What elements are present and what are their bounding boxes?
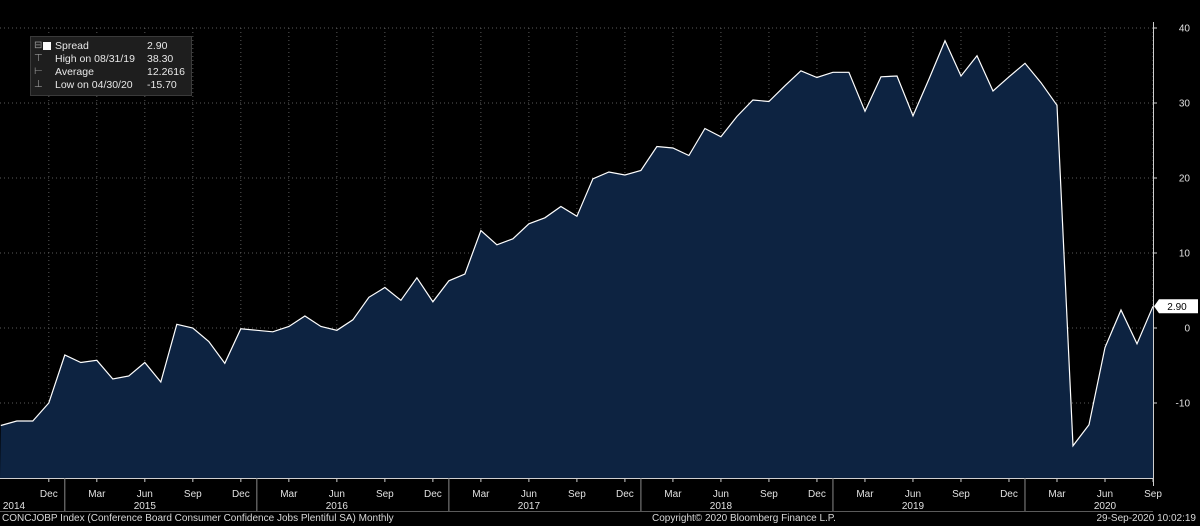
legend-series-label: Spread: [55, 40, 89, 52]
x-tick-label: Mar: [856, 489, 874, 500]
x-tick-label: Mar: [1048, 489, 1066, 500]
x-tick-label: Jun: [521, 489, 537, 500]
x-tick-label: Dec: [40, 489, 58, 500]
x-tick-label: Dec: [232, 489, 250, 500]
y-tick-label: 20: [1179, 174, 1191, 185]
x-tick-label: Mar: [472, 489, 490, 500]
x-tick-label: Mar: [280, 489, 298, 500]
last-value-tag: [1154, 299, 1198, 314]
x-tick-label: Sep: [376, 489, 394, 500]
chart-legend[interactable]: ⊟ Spread 2.90 ⊤ High on 08/31/19 38.30 ⊢…: [30, 36, 192, 96]
footer-copyright: Copyright© 2020 Bloomberg Finance L.P.: [652, 513, 836, 524]
x-tick-label: Jun: [713, 489, 729, 500]
y-tick-label: -10: [1176, 399, 1191, 410]
legend-low-value: -15.70: [147, 79, 177, 91]
legend-high-label: High on 08/31/19: [55, 53, 135, 65]
legend-average-value: 12.2616: [147, 66, 185, 78]
collapse-icon[interactable]: ⊟: [34, 40, 43, 51]
x-tick-label: Dec: [616, 489, 634, 500]
x-year-label: 2016: [326, 501, 349, 512]
x-tick-label: Dec: [1000, 489, 1018, 500]
x-tick-label: Sep: [1144, 489, 1162, 500]
last-value-label: 2.90: [1167, 302, 1187, 313]
x-tick-label: Dec: [808, 489, 826, 500]
x-tick-label: Sep: [184, 489, 202, 500]
legend-high-value: 38.30: [147, 53, 174, 65]
footer-index-description: CONCJOBP Index (Conference Board Consume…: [2, 513, 394, 524]
y-tick-label: 10: [1179, 249, 1191, 260]
x-tick-label: Sep: [568, 489, 586, 500]
series-area-spread: [0, 40, 1153, 479]
low-marker-icon: ⊥: [34, 79, 43, 90]
x-tick-label: Dec: [424, 489, 442, 500]
y-tick-label: 30: [1179, 99, 1191, 110]
x-year-label: 2018: [710, 501, 733, 512]
x-tick-label: Jun: [137, 489, 153, 500]
x-tick-label: Jun: [1097, 489, 1113, 500]
x-year-label: 2014: [3, 501, 26, 512]
legend-average-label: Average: [55, 66, 94, 78]
series-line-spread: [0, 39, 1154, 448]
average-marker-icon: ⊢: [34, 66, 43, 77]
series-swatch-icon: [43, 42, 51, 50]
legend-low-label: Low on 04/30/20: [55, 79, 133, 91]
x-year-label: 2019: [902, 501, 925, 512]
x-year-label: 2015: [134, 501, 157, 512]
x-year-label: 2017: [518, 501, 541, 512]
footer-timestamp: 29-Sep-2020 10:02:19: [1096, 513, 1196, 524]
x-tick-label: Mar: [664, 489, 682, 500]
x-tick-label: Mar: [88, 489, 106, 500]
x-tick-label: Jun: [329, 489, 345, 500]
legend-series-value: 2.90: [147, 40, 168, 52]
x-tick-label: Jun: [905, 489, 921, 500]
y-tick-label: 0: [1184, 324, 1190, 335]
y-tick-label: 40: [1179, 24, 1191, 35]
x-year-label: 2020: [1094, 501, 1117, 512]
x-axis: Dec Mar Jun Sep Dec Mar Jun Sep Dec Mar Jun Sep Dec M…: [0, 478, 1162, 512]
high-marker-icon: ⊤: [34, 53, 43, 64]
x-tick-label: Sep: [952, 489, 970, 500]
x-tick-label: Sep: [760, 489, 778, 500]
y-axis: -10 0 10 20 30 40 2.90: [1153, 22, 1198, 486]
